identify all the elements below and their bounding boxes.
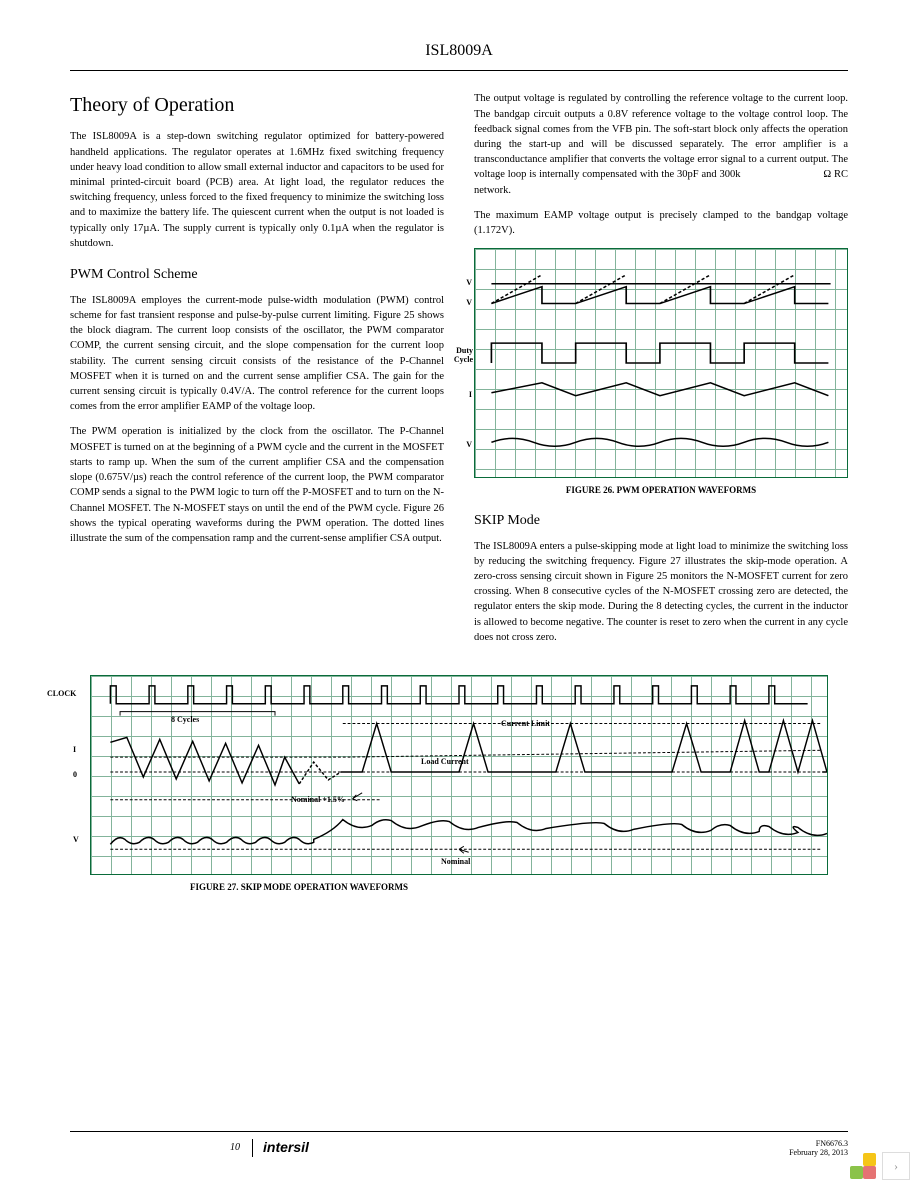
footer-docref: FN6676.3 February 28, 2013 <box>789 1139 848 1158</box>
right-p2: The maximum EAMP voltage output is preci… <box>474 208 848 238</box>
header-part-number: ISL8009A <box>70 40 848 62</box>
corner-controls: › <box>850 1152 910 1180</box>
fig27-label-vout: V <box>73 834 79 845</box>
next-page-button[interactable]: › <box>882 1152 910 1180</box>
pwm-p2: The PWM operation is initialized by the … <box>70 424 444 546</box>
fig26-label-vout: V <box>457 439 472 450</box>
fig26-label-vcsa: V <box>457 297 472 308</box>
footer-page-number: 10 <box>230 1141 240 1155</box>
header-rule <box>70 70 848 71</box>
footer-logo: intersil <box>263 1138 309 1158</box>
figure-27-chart: CLOCK I 0 V 8 Cycles Current Limit Load … <box>90 675 828 875</box>
fig27-label-clock: CLOCK <box>47 688 76 699</box>
right-p1: The output voltage is regulated by contr… <box>474 91 848 198</box>
left-column: Theory of Operation The ISL8009A is a st… <box>70 91 444 655</box>
theory-title: Theory of Operation <box>70 91 444 119</box>
skip-title: SKIP Mode <box>474 511 848 531</box>
right-column: The output voltage is regulated by contr… <box>474 91 848 655</box>
fig27-label-il: I <box>73 744 76 755</box>
figure-26-caption: FIGURE 26. PWM OPERATION WAVEFORMS <box>474 484 848 497</box>
theory-p1: The ISL8009A is a step-down switching re… <box>70 129 444 251</box>
fig27-label-zero: 0 <box>73 769 77 780</box>
pwm-title: PWM Control Scheme <box>70 265 444 285</box>
skip-p1: The ISL8009A enters a pulse-skipping mod… <box>474 539 848 646</box>
corner-logo-icon <box>850 1153 876 1179</box>
figure-27-caption: FIGURE 27. SKIP MODE OPERATION WAVEFORMS <box>190 881 828 894</box>
page-footer: 10 intersil FN6676.3 February 28, 2013 <box>70 1131 848 1158</box>
fig26-label-duty: Duty Cycle <box>445 347 473 365</box>
fig26-label-veamp: V <box>457 277 472 288</box>
figure-26-chart: V V Duty Cycle I V <box>474 248 848 478</box>
pwm-p1: The ISL8009A employes the current-mode p… <box>70 293 444 415</box>
fig26-label-il: I <box>457 389 472 400</box>
